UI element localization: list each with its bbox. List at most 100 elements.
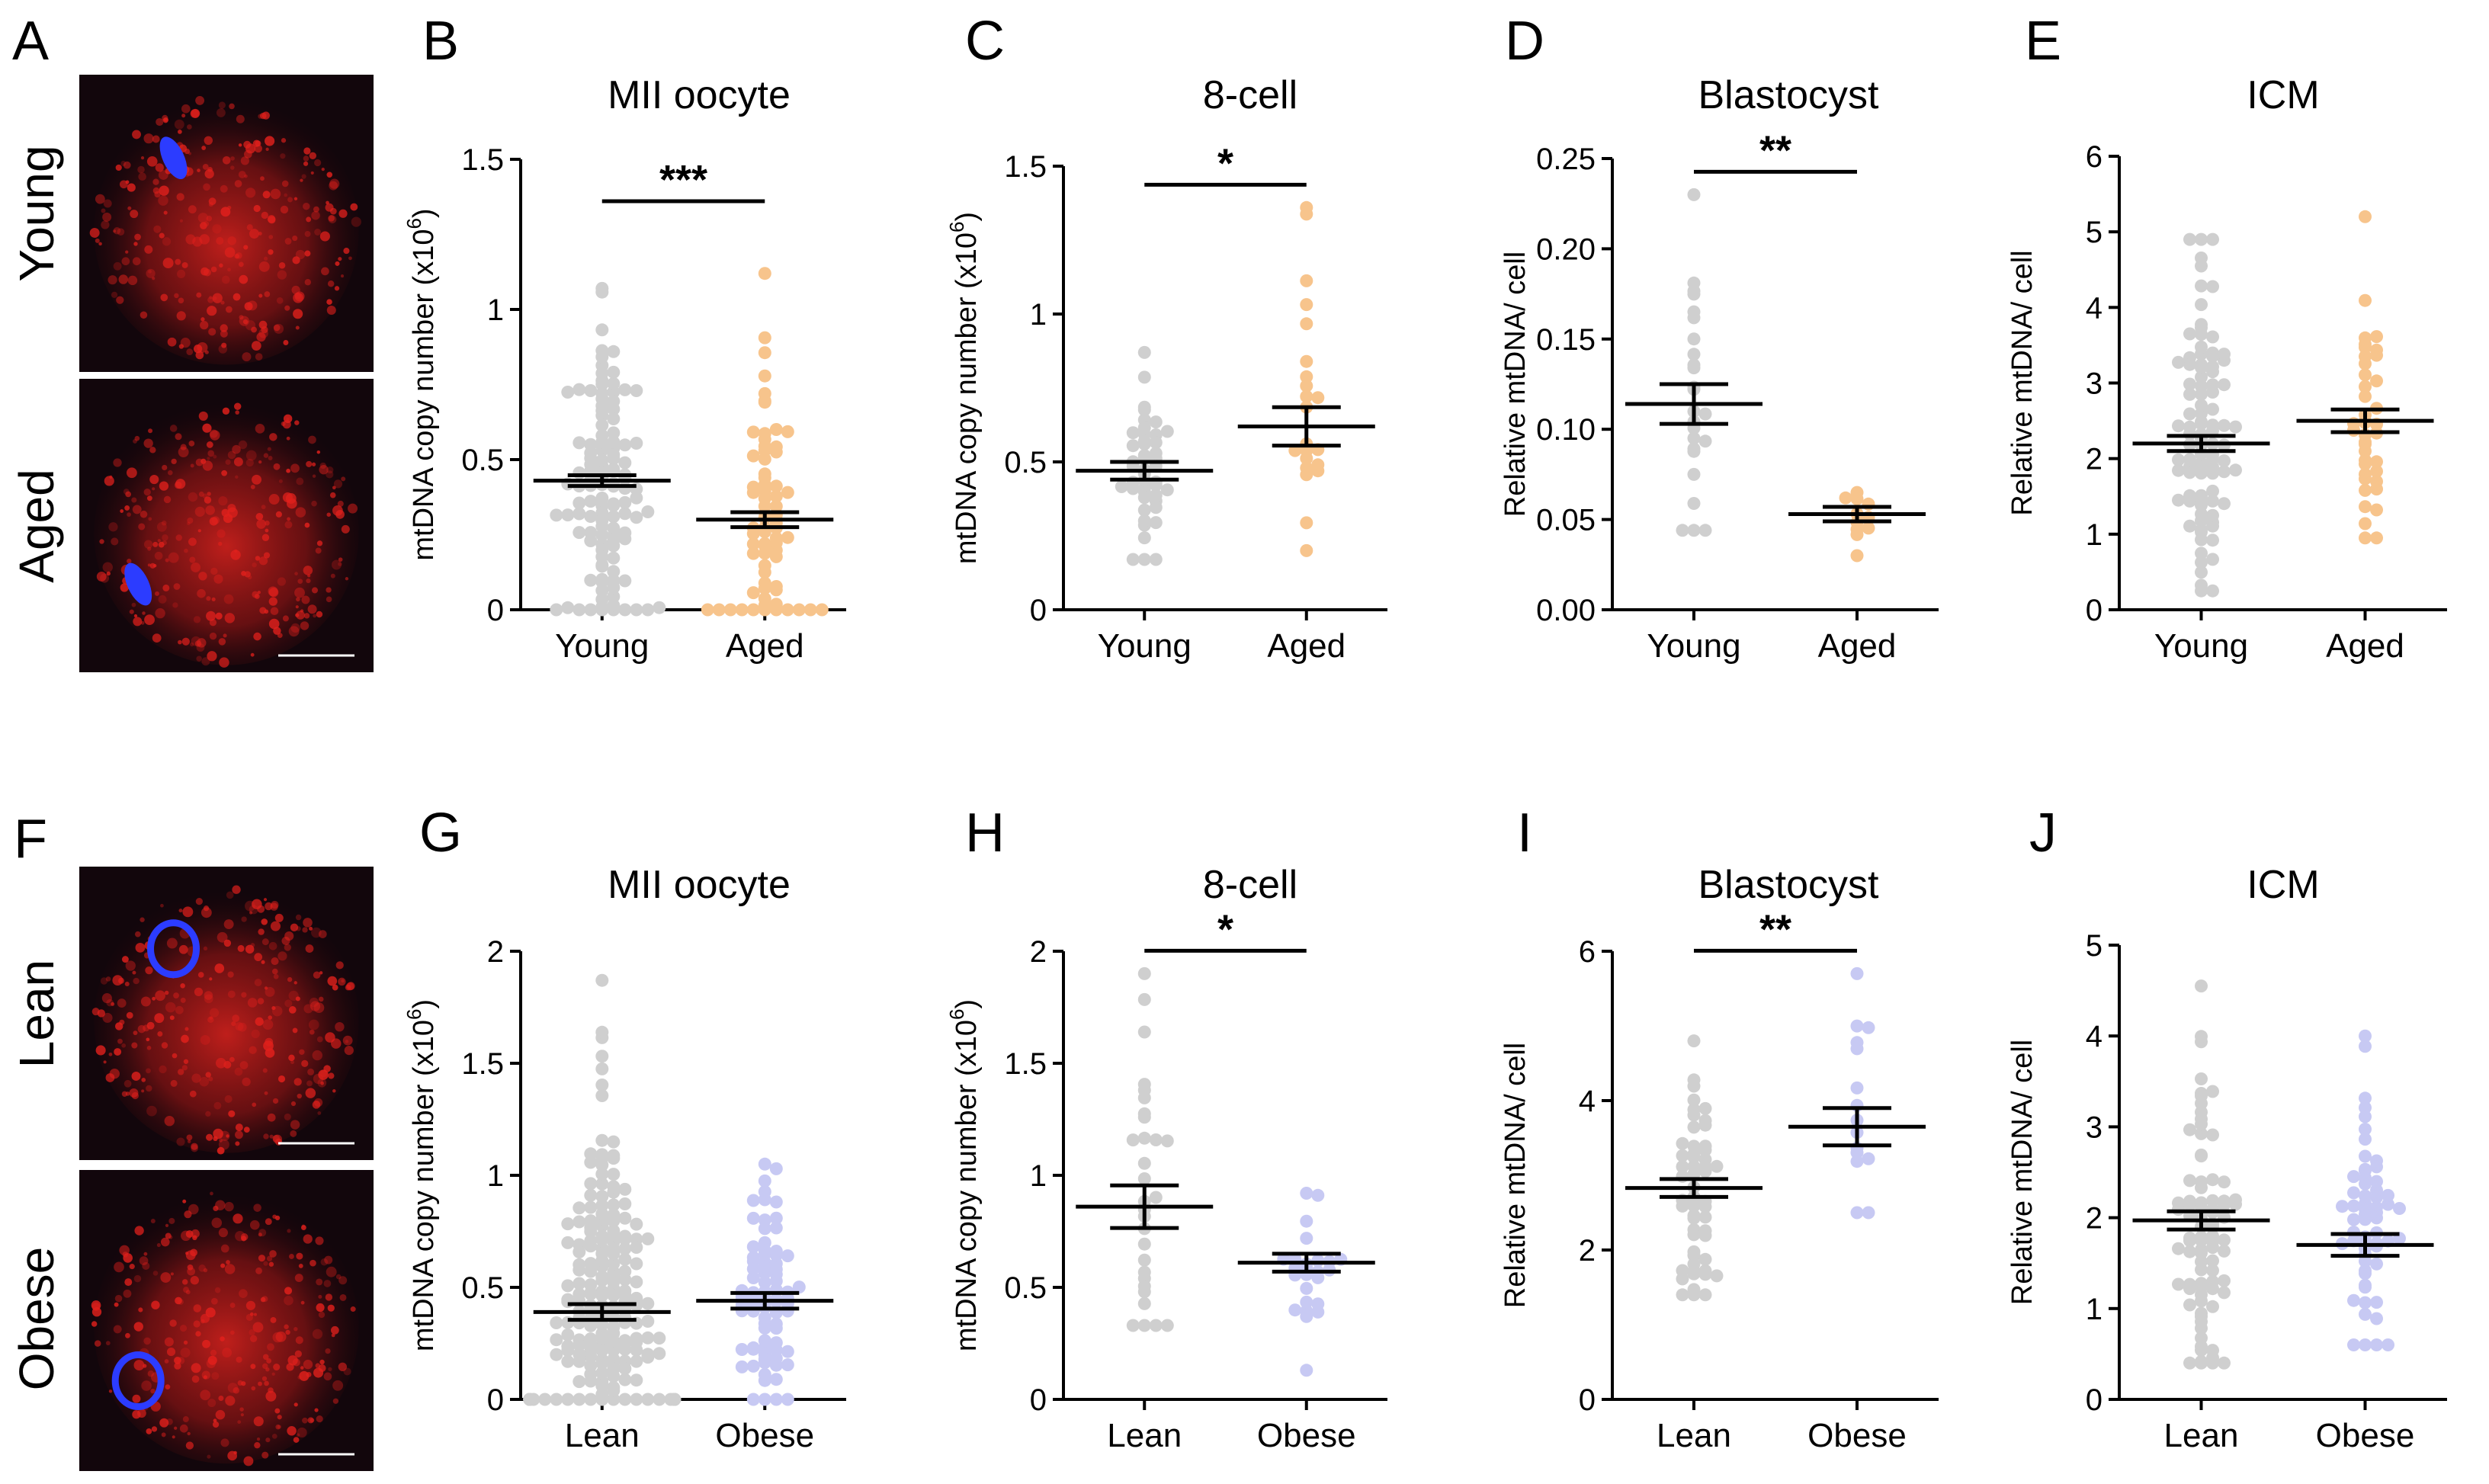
- mitochondria-speckle: [138, 1307, 143, 1313]
- data-point: [584, 1287, 598, 1301]
- data-point: [630, 511, 643, 524]
- mitochondria-speckle: [132, 130, 141, 139]
- data-point: [2370, 374, 2383, 388]
- data-point: [746, 586, 760, 600]
- mitochondria-speckle: [263, 1133, 269, 1139]
- data-point: [618, 1362, 632, 1375]
- data-point: [2382, 1188, 2394, 1202]
- mitochondria-speckle: [174, 1362, 181, 1370]
- mitochondria-speckle: [116, 296, 124, 304]
- data-point: [538, 1393, 552, 1406]
- data-point: [1137, 1025, 1151, 1039]
- mitochondria-speckle: [182, 1416, 189, 1423]
- mitochondria-speckle: [301, 174, 306, 179]
- data-point: [618, 1252, 632, 1266]
- data-point: [1149, 1191, 1163, 1204]
- data-point: [2359, 380, 2372, 393]
- mitochondria-speckle: [105, 1341, 111, 1346]
- data-point: [2359, 435, 2372, 449]
- mitochondria-speckle: [168, 1235, 173, 1239]
- mitochondria-speckle: [309, 152, 317, 160]
- mitochondria-speckle: [224, 613, 236, 623]
- data-point: [2195, 340, 2208, 354]
- mitochondria-speckle: [162, 464, 168, 471]
- mitochondria-speckle: [202, 1339, 210, 1348]
- mitochondria-speckle: [225, 459, 231, 465]
- mitochondria-speckle: [308, 435, 316, 444]
- mitochondria-speckle: [312, 1050, 322, 1061]
- mitochondria-speckle: [335, 961, 344, 970]
- data-point: [792, 603, 806, 617]
- mitochondria-speckle: [264, 1091, 268, 1095]
- data-point: [1300, 317, 1313, 331]
- data-point: [2206, 584, 2219, 598]
- mitochondria-speckle: [309, 1029, 315, 1035]
- data-point: [595, 1366, 609, 1380]
- data-point: [2206, 1229, 2219, 1243]
- mitochondria-speckle: [318, 1311, 326, 1319]
- data-point: [2183, 1245, 2196, 1258]
- mitochondria-speckle: [124, 1278, 133, 1287]
- mitochondria-speckle: [120, 583, 129, 592]
- data-point: [769, 1262, 783, 1276]
- data-point: [2172, 463, 2185, 477]
- mitochondria-speckle: [260, 1296, 266, 1303]
- mitochondria-speckle: [102, 212, 112, 222]
- data-point: [2183, 387, 2196, 401]
- data-point: [769, 580, 783, 593]
- mitochondria-speckle: [278, 261, 286, 269]
- mitochondria-speckle: [161, 520, 167, 526]
- mitochondria-speckle: [326, 512, 331, 517]
- data-point: [2195, 1277, 2208, 1290]
- data-point: [630, 491, 643, 505]
- mitochondria-speckle: [284, 999, 293, 1008]
- mitochondria-speckle: [184, 148, 191, 155]
- mitochondria-speckle: [308, 1019, 319, 1030]
- data-point: [746, 1240, 760, 1254]
- mitochondria-speckle: [218, 638, 226, 646]
- panel-label: F: [14, 809, 47, 870]
- data-point: [595, 1167, 609, 1181]
- data-point: [2195, 370, 2208, 384]
- mitochondria-speckle: [338, 1362, 348, 1372]
- mitochondria-speckle: [245, 944, 255, 954]
- mitochondria-speckle: [304, 279, 312, 286]
- data-point: [550, 1393, 563, 1406]
- mitochondria-speckle: [319, 996, 324, 1002]
- x-tick-label: Young: [1647, 627, 1740, 665]
- mitochondria-speckle: [125, 250, 129, 254]
- mitochondria-speckle: [258, 231, 262, 236]
- mitochondria-speckle: [141, 1078, 146, 1082]
- mitochondria-speckle: [239, 1407, 244, 1412]
- mitochondria-speckle: [156, 117, 164, 127]
- mitochondria-speckle: [280, 153, 286, 159]
- mitochondria-speckle: [304, 250, 311, 257]
- mitochondria-speckle: [325, 1348, 331, 1354]
- data-point: [641, 1393, 655, 1406]
- panel-label: B: [422, 11, 459, 72]
- data-point: [2347, 1338, 2360, 1351]
- mitochondria-speckle: [323, 1280, 332, 1287]
- mitochondria-speckle: [147, 546, 152, 551]
- mitochondria-speckle: [152, 178, 159, 185]
- data-point: [2195, 579, 2208, 592]
- mitochondria-speckle: [106, 571, 111, 576]
- mitochondria-speckle: [172, 1435, 175, 1439]
- data-point: [2195, 979, 2208, 993]
- data-point: [2195, 361, 2208, 374]
- data-point: [1862, 521, 1875, 535]
- data-point: [2183, 519, 2196, 533]
- mitochondria-speckle: [325, 1293, 333, 1301]
- mitochondria-speckle: [193, 1304, 202, 1313]
- mitochondria-speckle: [306, 1371, 312, 1377]
- mitochondria-speckle: [200, 222, 207, 229]
- mitochondria-speckle: [268, 1387, 274, 1393]
- data-point: [595, 435, 609, 449]
- mitochondria-speckle: [294, 572, 298, 575]
- data-point: [2206, 1356, 2219, 1370]
- data-point: [1311, 391, 1325, 405]
- data-point: [1126, 1319, 1140, 1332]
- mitochondria-speckle: [220, 1336, 225, 1341]
- mitochondria-speckle: [227, 507, 238, 518]
